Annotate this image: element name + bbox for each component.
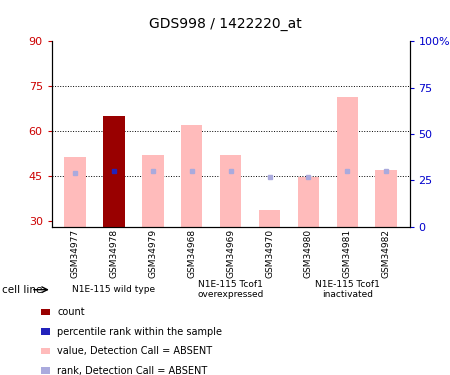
Text: GSM34978: GSM34978 <box>109 229 118 278</box>
Bar <box>181 125 202 227</box>
Text: GSM34970: GSM34970 <box>265 229 274 278</box>
Text: N1E-115 Tcof1
overexpressed: N1E-115 Tcof1 overexpressed <box>198 280 264 299</box>
Text: value, Detection Call = ABSENT: value, Detection Call = ABSENT <box>57 346 212 356</box>
Text: GSM34979: GSM34979 <box>148 229 157 278</box>
Text: count: count <box>57 307 85 317</box>
Text: GSM34980: GSM34980 <box>304 229 313 278</box>
Text: rank, Detection Call = ABSENT: rank, Detection Call = ABSENT <box>57 366 207 375</box>
Bar <box>259 210 280 227</box>
Text: GSM34977: GSM34977 <box>71 229 80 278</box>
Bar <box>103 116 125 227</box>
Text: N1E-115 wild type: N1E-115 wild type <box>72 285 156 294</box>
Text: N1E-115 Tcof1
inactivated: N1E-115 Tcof1 inactivated <box>315 280 380 299</box>
Text: GSM34968: GSM34968 <box>187 229 196 278</box>
Bar <box>337 97 358 227</box>
Text: cell line: cell line <box>2 285 43 295</box>
Bar <box>375 170 397 227</box>
Text: percentile rank within the sample: percentile rank within the sample <box>57 327 222 337</box>
Text: GSM34969: GSM34969 <box>226 229 235 278</box>
Bar <box>298 177 319 227</box>
Text: GSM34981: GSM34981 <box>343 229 352 278</box>
Bar <box>220 155 241 227</box>
Bar <box>142 155 163 227</box>
Bar <box>103 116 125 227</box>
Text: GSM34982: GSM34982 <box>382 229 391 278</box>
Text: GDS998 / 1422220_at: GDS998 / 1422220_at <box>148 17 302 31</box>
Bar <box>64 156 86 227</box>
